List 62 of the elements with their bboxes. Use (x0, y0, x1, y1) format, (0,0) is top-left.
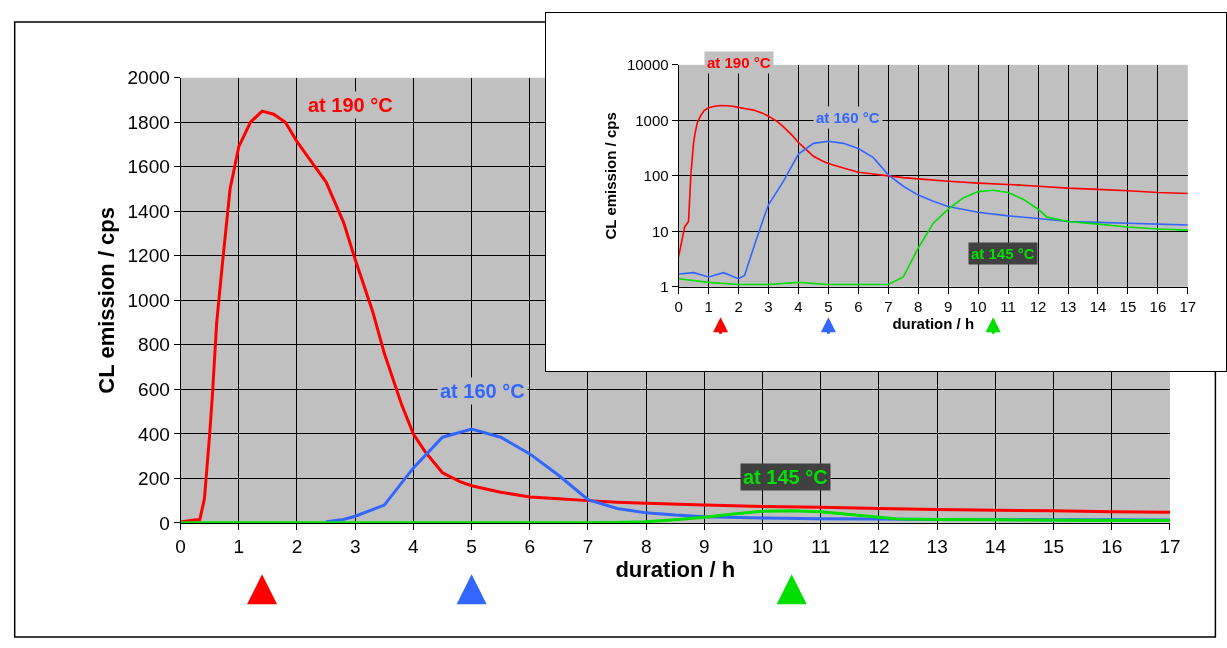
x-tick-label: 9 (944, 297, 953, 315)
x-tick-label: 12 (868, 535, 890, 557)
x-tick-label: 8 (914, 297, 923, 315)
y-tick-label: 1000 (127, 289, 170, 311)
y-tick-label: 200 (138, 468, 170, 490)
text: at 145 °C (971, 245, 1035, 262)
y-tick-label: 1 (660, 278, 669, 296)
x-tick-label: 5 (466, 535, 477, 557)
y-tick-label: 600 (138, 378, 170, 400)
series-label: at 160 °C (816, 109, 880, 126)
x-tick-label: 3 (764, 297, 773, 315)
y-tick-label: 10 (651, 222, 669, 240)
y-tick-label: 100 (643, 167, 669, 185)
y-tick-label: 1400 (127, 200, 170, 222)
x-tick-label: 11 (1000, 297, 1016, 315)
x-tick-label: 15 (1119, 297, 1137, 315)
series-label: at 190 °C (308, 94, 393, 116)
x-tick-label: 5 (824, 297, 833, 315)
y-tick-label: 0 (159, 512, 170, 534)
x-axis-title: duration / h (892, 314, 975, 332)
x-tick-label: 7 (582, 535, 594, 557)
x-tick-label: 0 (674, 297, 683, 315)
x-tick-label: 4 (794, 297, 803, 315)
x-tick-label: 8 (640, 535, 652, 557)
y-axis-title: CL emission / cps (94, 206, 120, 394)
y-tick-label: 10000 (626, 56, 669, 74)
series-label: at 145 °C (743, 466, 828, 488)
x-tick-label: 14 (984, 535, 1007, 557)
y-tick-label: 1800 (127, 111, 170, 133)
x-tick-label: 7 (884, 297, 893, 315)
y-tick-label: 400 (138, 423, 170, 445)
y-axis-title: CL emission / cps (602, 112, 620, 240)
x-tick-label: 12 (1029, 297, 1047, 315)
x-tick-label: 4 (408, 535, 420, 557)
x-tick-label: 10 (752, 535, 774, 557)
x-tick-label: 14 (1089, 297, 1107, 315)
x-tick-label: 13 (926, 535, 948, 557)
y-tick-label: 1600 (127, 156, 170, 178)
y-tick-label: 1000 (635, 111, 669, 129)
series-label: at 160 °C (440, 380, 525, 402)
text: at 190 °C (707, 54, 771, 71)
x-axis-title: duration / h (615, 556, 736, 582)
x-tick-label: 11 (810, 535, 831, 557)
y-tick-label: 1200 (127, 245, 170, 267)
x-tick-label: 17 (1179, 297, 1197, 315)
y-tick-label: 2000 (127, 67, 170, 89)
x-tick-label: 2 (734, 297, 743, 315)
x-tick-label: 10 (969, 297, 987, 315)
x-tick-label: 1 (233, 535, 245, 557)
x-tick-label: 13 (1059, 297, 1077, 315)
x-tick-label: 6 (854, 297, 863, 315)
x-tick-label: 3 (349, 535, 361, 557)
x-tick-label: 0 (175, 535, 186, 557)
x-tick-label: 15 (1043, 535, 1065, 557)
x-tick-label: 6 (524, 535, 536, 557)
x-tick-label: 2 (291, 535, 303, 557)
x-tick-label: 16 (1149, 297, 1167, 315)
x-tick-label: 16 (1101, 535, 1123, 557)
x-tick-label: 17 (1159, 535, 1181, 557)
x-tick-label: 1 (704, 297, 713, 315)
y-tick-label: 800 (138, 334, 170, 356)
x-tick-label: 9 (699, 535, 710, 557)
